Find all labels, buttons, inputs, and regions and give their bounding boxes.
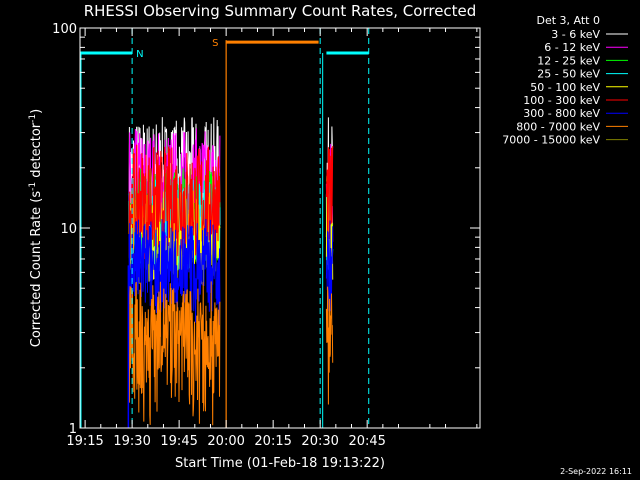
series-line-6	[128, 218, 334, 329]
x-tick-label-2: 19:45	[160, 434, 197, 449]
flag-label-N: N	[136, 49, 143, 60]
legend-label-6: 300 - 800 keV	[523, 107, 600, 120]
date-stamp: 2-Sep-2022 16:11	[560, 467, 632, 476]
plot-area: NS	[80, 28, 370, 428]
series-line-5	[128, 144, 334, 260]
legend-label-3: 25 - 50 keV	[537, 68, 600, 81]
x-tick-label-3: 20:00	[207, 434, 244, 449]
legend-label-7: 800 - 7000 keV	[516, 120, 600, 133]
x-tick-label-1: 19:30	[113, 434, 150, 449]
legend-header: Det 3, Att 0	[537, 14, 601, 27]
y-tick-label-1: 10	[60, 222, 77, 237]
x-tick-label-0: 19:15	[66, 434, 103, 449]
legend-label-5: 100 - 300 keV	[523, 94, 600, 107]
y-tick-label-2: 100	[52, 22, 77, 37]
legend-label-8: 7000 - 15000 keV	[502, 134, 600, 147]
series-line-7	[128, 281, 334, 426]
axes: 19:15 19:30 19:45 20:00 20:15 20:30 20:45 1 10 10…	[52, 22, 481, 449]
x-tick-label-5: 20:30	[301, 434, 338, 449]
x-tick-label-4: 20:15	[254, 434, 291, 449]
legend-label-4: 50 - 100 keV	[530, 81, 600, 94]
flag-label-S: S	[212, 38, 218, 49]
chart-title: RHESSI Observing Summary Count Rates, Co…	[84, 2, 477, 20]
legend-label-2: 12 - 25 keV	[537, 54, 600, 67]
legend-label-1: 6 - 12 keV	[544, 41, 600, 54]
y-axis-label: Corrected Count Rate (s-1 detector-1)	[28, 109, 44, 347]
x-tick-label-6: 20:45	[348, 434, 385, 449]
x-axis-label: Start Time (01-Feb-18 19:13:22)	[175, 456, 385, 471]
y-tick-label-0: 1	[69, 422, 77, 437]
legend-label-0: 3 - 6 keV	[551, 28, 600, 41]
plot-clip-group	[80, 28, 370, 428]
